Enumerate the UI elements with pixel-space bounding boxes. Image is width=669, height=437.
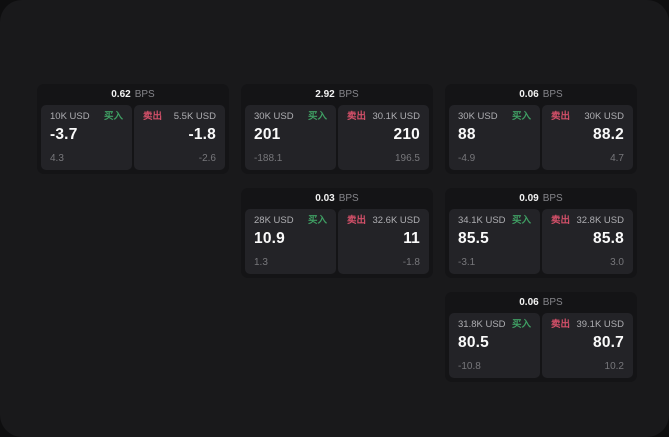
sell-price: -1.8 [188,125,216,143]
sell-amount: 5.5K USD [173,111,216,122]
spread-bps-value: 2.92 [315,88,335,100]
sell-amount: 32.8K USD [576,215,624,226]
buy-sub-value: -10.8 [458,361,481,372]
spread-header: 0.06 BPS [445,292,637,313]
buy-amount: 30K USD [458,111,498,122]
bps-label: BPS [338,88,359,100]
sell-sub-value: -2.6 [198,153,216,164]
panel-row: 10K USD 买入 -3.7 4.3 卖出 5.5K USD -1.8 -2.… [37,105,229,174]
bps-label: BPS [542,192,563,204]
quote-card: 0.06 BPS 30K USD 买入 88 -4.9 卖出 30K USD [445,84,637,174]
panel-row: 30K USD 买入 201 -188.1 卖出 30.1K USD 210 1… [241,105,433,174]
buy-side-label: 买入 [511,111,531,122]
panel-row: 30K USD 买入 88 -4.9 卖出 30K USD 88.2 4.7 [445,105,637,174]
sell-price: 11 [403,229,420,247]
sell-panel[interactable]: 卖出 32.6K USD 11 -1.8 [338,209,429,274]
bps-label: BPS [542,296,563,308]
buy-sub-value: -3.1 [458,257,476,268]
bps-label: BPS [542,88,563,100]
buy-panel[interactable]: 31.8K USD 买入 80.5 -10.8 [449,313,540,378]
quote-card: 0.03 BPS 28K USD 买入 10.9 1.3 卖出 32.6K US… [241,188,433,278]
buy-panel[interactable]: 28K USD 买入 10.9 1.3 [245,209,336,274]
sell-price: 88.2 [593,125,624,143]
sell-side-label: 卖出 [551,215,571,226]
sell-panel[interactable]: 卖出 5.5K USD -1.8 -2.6 [134,105,225,170]
quote-grid: 0.62 BPS 10K USD 买入 -3.7 4.3 卖出 5.5K USD [37,84,637,382]
buy-sub-value: -188.1 [254,153,283,164]
bps-label: BPS [134,88,155,100]
sell-sub-value: 3.0 [610,257,624,268]
bps-label: BPS [338,192,359,204]
spread-header: 0.06 BPS [445,84,637,105]
spread-header: 2.92 BPS [241,84,433,105]
spread-bps-value: 0.09 [519,192,539,204]
buy-amount: 10K USD [50,111,90,122]
spread-header: 0.09 BPS [445,188,637,209]
spread-bps-value: 0.03 [315,192,335,204]
sell-panel[interactable]: 卖出 30.1K USD 210 196.5 [338,105,429,170]
panel-row: 31.8K USD 买入 80.5 -10.8 卖出 39.1K USD 80.… [445,313,637,382]
sell-panel[interactable]: 卖出 30K USD 88.2 4.7 [542,105,633,170]
sell-side-label: 卖出 [347,215,367,226]
sell-side-label: 卖出 [551,319,571,330]
quote-card: 2.92 BPS 30K USD 买入 201 -188.1 卖出 30.1K … [241,84,433,174]
spread-bps-value: 0.06 [519,88,539,100]
buy-panel[interactable]: 10K USD 买入 -3.7 4.3 [41,105,132,170]
buy-price: 85.5 [458,229,489,247]
buy-price: 80.5 [458,333,489,351]
sell-amount: 32.6K USD [372,215,420,226]
buy-side-label: 买入 [307,111,327,122]
buy-sub-value: 1.3 [254,257,268,268]
buy-side-label: 买入 [103,111,123,122]
sell-price: 80.7 [593,333,624,351]
buy-sub-value: -4.9 [458,153,476,164]
buy-panel[interactable]: 30K USD 买入 88 -4.9 [449,105,540,170]
sell-side-label: 卖出 [551,111,571,122]
sell-side-label: 卖出 [143,111,163,122]
sell-price: 210 [393,125,420,143]
sell-panel[interactable]: 卖出 39.1K USD 80.7 10.2 [542,313,633,378]
buy-price: 201 [254,125,281,143]
buy-price: -3.7 [50,125,78,143]
buy-price: 88 [458,125,476,143]
sell-panel[interactable]: 卖出 32.8K USD 85.8 3.0 [542,209,633,274]
buy-panel[interactable]: 30K USD 买入 201 -188.1 [245,105,336,170]
sell-price: 85.8 [593,229,624,247]
quote-card: 0.06 BPS 31.8K USD 买入 80.5 -10.8 卖出 39.1… [445,292,637,382]
spread-bps-value: 0.06 [519,296,539,308]
sell-sub-value: -1.8 [402,257,420,268]
buy-amount: 34.1K USD [458,215,506,226]
sell-sub-value: 10.2 [604,361,624,372]
spread-header: 0.03 BPS [241,188,433,209]
sell-amount: 30K USD [584,111,624,122]
spread-header: 0.62 BPS [37,84,229,105]
buy-side-label: 买入 [511,319,531,330]
sell-side-label: 卖出 [347,111,367,122]
buy-side-label: 买入 [511,215,531,226]
sell-amount: 39.1K USD [576,319,624,330]
buy-amount: 28K USD [254,215,294,226]
quote-card: 0.62 BPS 10K USD 买入 -3.7 4.3 卖出 5.5K USD [37,84,229,174]
panel-row: 28K USD 买入 10.9 1.3 卖出 32.6K USD 11 -1.8 [241,209,433,278]
buy-amount: 30K USD [254,111,294,122]
spread-bps-value: 0.62 [111,88,131,100]
quote-card: 0.09 BPS 34.1K USD 买入 85.5 -3.1 卖出 32.8K… [445,188,637,278]
buy-amount: 31.8K USD [458,319,506,330]
buy-side-label: 买入 [307,215,327,226]
buy-sub-value: 4.3 [50,153,64,164]
panel-row: 34.1K USD 买入 85.5 -3.1 卖出 32.8K USD 85.8… [445,209,637,278]
sell-sub-value: 196.5 [394,153,420,164]
buy-panel[interactable]: 34.1K USD 买入 85.5 -3.1 [449,209,540,274]
sell-amount: 30.1K USD [372,111,420,122]
sell-sub-value: 4.7 [610,153,624,164]
buy-price: 10.9 [254,229,285,247]
